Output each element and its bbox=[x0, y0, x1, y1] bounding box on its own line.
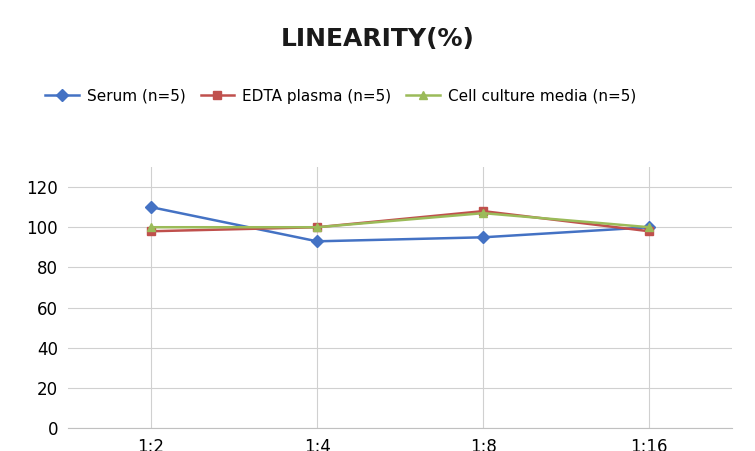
Cell culture media (n=5) bbox=[313, 225, 322, 230]
Legend: Serum (n=5), EDTA plasma (n=5), Cell culture media (n=5): Serum (n=5), EDTA plasma (n=5), Cell cul… bbox=[45, 89, 636, 104]
Serum (n=5) bbox=[146, 204, 156, 210]
EDTA plasma (n=5) bbox=[645, 229, 654, 234]
Line: Cell culture media (n=5): Cell culture media (n=5) bbox=[146, 209, 654, 231]
Serum (n=5) bbox=[645, 225, 654, 230]
Serum (n=5) bbox=[313, 239, 322, 244]
EDTA plasma (n=5) bbox=[313, 225, 322, 230]
Cell culture media (n=5) bbox=[645, 225, 654, 230]
Text: LINEARITY(%): LINEARITY(%) bbox=[281, 27, 474, 51]
Line: EDTA plasma (n=5): EDTA plasma (n=5) bbox=[146, 207, 654, 235]
Cell culture media (n=5) bbox=[146, 225, 156, 230]
EDTA plasma (n=5) bbox=[479, 208, 488, 214]
Serum (n=5) bbox=[479, 235, 488, 240]
Cell culture media (n=5) bbox=[479, 211, 488, 216]
EDTA plasma (n=5) bbox=[146, 229, 156, 234]
Line: Serum (n=5): Serum (n=5) bbox=[146, 203, 654, 245]
